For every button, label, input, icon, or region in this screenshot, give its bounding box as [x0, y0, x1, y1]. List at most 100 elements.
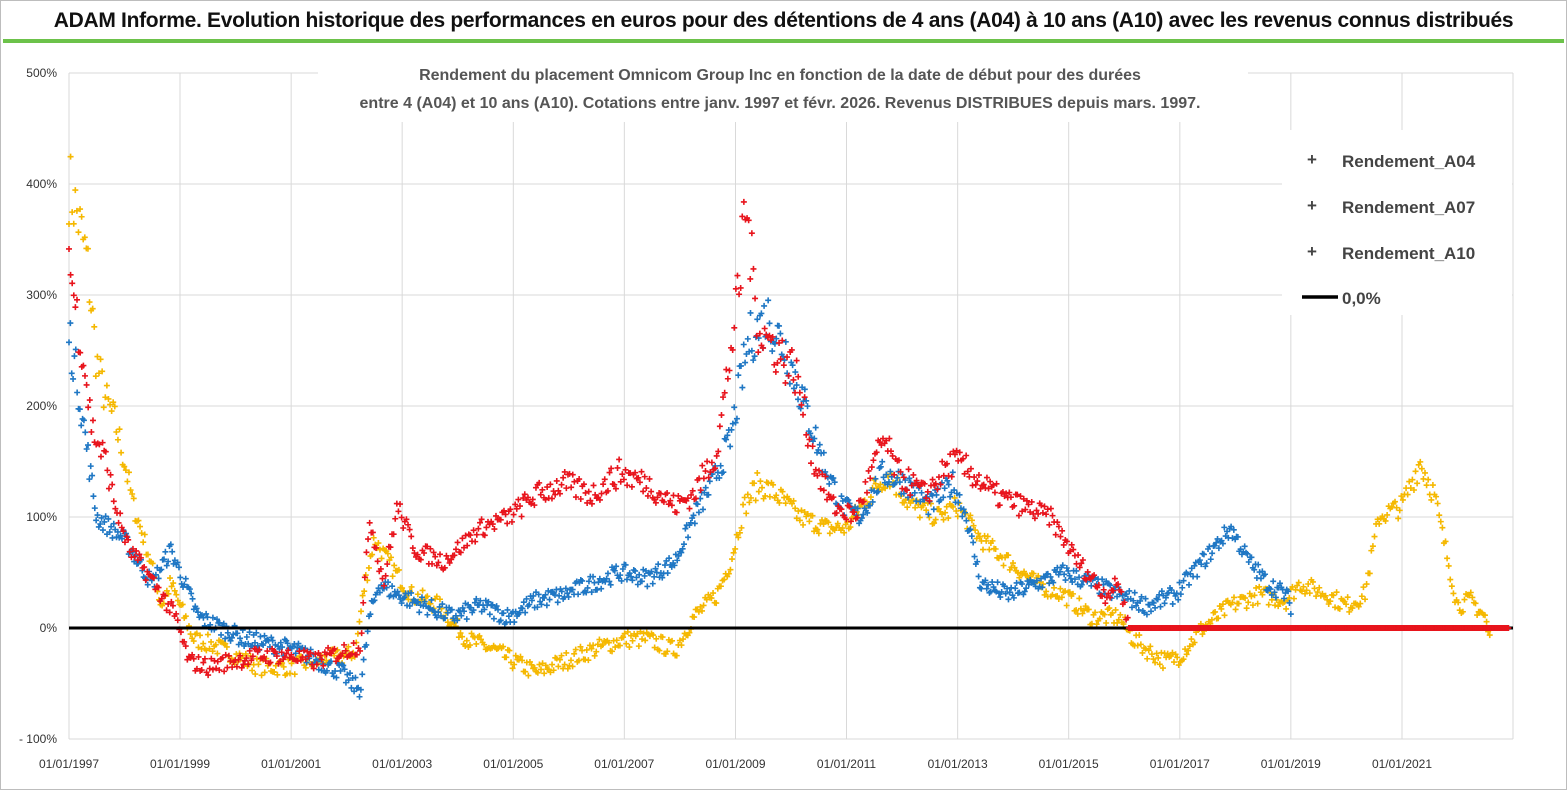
data-point: [381, 582, 388, 589]
data-point: [1027, 509, 1034, 516]
data-point: [377, 565, 384, 572]
data-point: [340, 662, 347, 669]
data-point: [345, 643, 352, 650]
data-point: [99, 368, 106, 375]
data-point: [356, 618, 363, 625]
legend-label-a07: Rendement_A07: [1342, 198, 1475, 217]
data-point: [124, 478, 131, 485]
data-point: [600, 481, 607, 488]
data-point: [87, 463, 94, 470]
y-tick-label: - 100%: [19, 732, 57, 746]
data-point: [108, 523, 115, 530]
data-point: [636, 571, 643, 578]
data-point: [702, 468, 709, 475]
data-point: [620, 634, 627, 641]
data-point: [798, 401, 805, 408]
data-point: [441, 564, 448, 571]
data-point: [675, 492, 682, 499]
data-point: [940, 494, 947, 501]
data-point: [846, 503, 853, 510]
data-point: [918, 489, 925, 496]
data-point: [1150, 599, 1157, 606]
data-point: [91, 323, 98, 330]
data-point: [923, 507, 930, 514]
data-point: [1482, 612, 1488, 619]
data-point: [200, 659, 207, 666]
x-tick-label: 01/01/2007: [594, 757, 654, 771]
data-point: [246, 647, 253, 654]
data-point: [990, 482, 997, 489]
data-point: [948, 473, 955, 480]
data-point: [666, 555, 673, 562]
data-point: [900, 490, 907, 497]
data-point: [943, 503, 950, 510]
data-point: [655, 561, 662, 568]
data-point: [519, 657, 526, 664]
data-point: [1033, 507, 1040, 514]
data-point: [568, 484, 575, 491]
data-point: [991, 489, 998, 496]
data-point: [1221, 612, 1228, 619]
data-point: [641, 572, 648, 579]
data-point: [761, 325, 768, 332]
data-point: [411, 550, 418, 557]
data-point: [1046, 521, 1053, 528]
data-point: [690, 512, 697, 519]
y-tick-label: 0%: [40, 621, 58, 635]
data-point: [108, 408, 115, 415]
data-point: [697, 603, 704, 610]
data-point: [121, 539, 128, 546]
data-point: [606, 578, 613, 585]
data-point: [1096, 615, 1103, 622]
data-point: [766, 332, 773, 339]
data-point: [1057, 568, 1064, 575]
data-point: [194, 609, 201, 616]
data-point: [883, 437, 890, 444]
data-point: [1144, 655, 1151, 662]
data-point: [921, 480, 928, 487]
data-point: [915, 501, 922, 508]
data-point: [389, 583, 396, 590]
data-point: [513, 505, 520, 512]
data-point: [590, 482, 597, 489]
data-point: [512, 652, 519, 659]
data-point: [1366, 570, 1373, 577]
data-point: [485, 598, 492, 605]
data-point: [204, 631, 211, 638]
data-point: [916, 483, 923, 490]
data-point: [529, 496, 536, 503]
data-point: [1071, 576, 1078, 583]
data-point: [75, 229, 82, 236]
data-point: [318, 656, 325, 663]
data-point: [522, 668, 529, 675]
data-point: [561, 468, 568, 475]
data-point: [504, 520, 511, 527]
data-point: [408, 533, 415, 540]
data-point: [634, 581, 641, 588]
data-point: [1021, 568, 1028, 575]
data-point: [648, 568, 655, 575]
data-point: [214, 650, 221, 657]
data-point: [1065, 568, 1072, 575]
data-point: [470, 607, 477, 614]
data-point: [78, 213, 85, 220]
data-point: [1275, 603, 1282, 610]
data-point: [584, 584, 591, 591]
data-point: [69, 209, 76, 216]
data-point: [596, 496, 603, 503]
data-point: [502, 511, 509, 518]
data-point: [864, 509, 871, 516]
data-point: [901, 499, 908, 506]
data-point: [735, 534, 742, 541]
data-point: [261, 632, 268, 639]
data-point: [524, 494, 531, 501]
data-point: [974, 478, 981, 485]
data-point: [1169, 600, 1176, 607]
data-point: [806, 436, 813, 443]
data-point: [579, 577, 586, 584]
data-point: [552, 491, 559, 498]
data-point: [869, 498, 876, 505]
data-point: [867, 494, 874, 501]
data-point: [1164, 650, 1171, 657]
legend-label-a10: Rendement_A10: [1342, 244, 1475, 263]
